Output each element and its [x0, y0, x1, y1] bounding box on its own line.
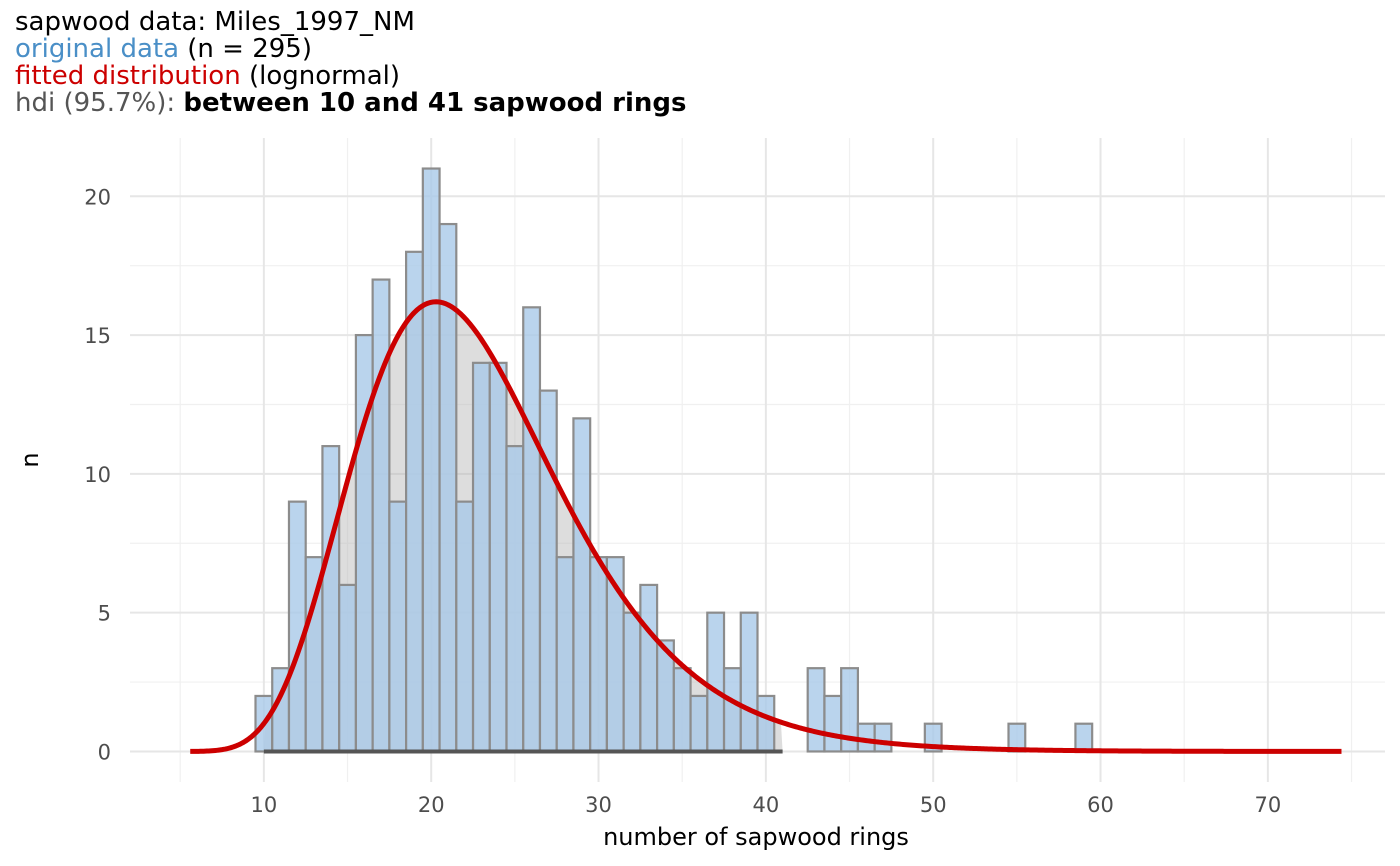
histogram-bar — [287, 500, 307, 753]
histogram-bar — [405, 250, 424, 753]
hdi-legend: hdi (95.7%): between 10 and 41 sapwood r… — [15, 88, 687, 118]
histogram-bar — [706, 611, 726, 753]
histogram-bar — [572, 417, 592, 753]
histogram-bar — [823, 694, 843, 753]
histogram-bar — [622, 611, 642, 753]
y-tick-label: 20 — [84, 185, 111, 209]
x-axis-title: number of sapwood rings — [603, 823, 909, 851]
histogram-bar — [806, 667, 826, 753]
histogram-bar — [522, 306, 542, 753]
chart-title: sapwood data: Miles_1997_NM — [15, 7, 415, 37]
chart-title-block: sapwood data: Miles_1997_NM original dat… — [15, 9, 686, 117]
x-tick-label: 50 — [920, 793, 947, 817]
histogram-bar — [672, 667, 692, 753]
histogram-bar — [722, 667, 742, 753]
histogram-bar — [555, 556, 575, 753]
histogram-bar — [338, 583, 357, 753]
histogram-bar — [388, 500, 408, 753]
fitted-curve-line — [189, 299, 1343, 754]
histogram-bar — [471, 361, 491, 753]
histogram-bar — [756, 694, 776, 753]
histogram-bar — [538, 389, 558, 753]
histogram-bar — [321, 445, 341, 753]
histogram-bar — [840, 667, 860, 753]
y-axis-ticks: 0 5 10 15 20 — [84, 185, 111, 764]
histogram-bar — [689, 694, 709, 753]
x-tick-label: 40 — [752, 793, 779, 817]
y-tick-label: 15 — [84, 324, 111, 348]
x-tick-label: 30 — [585, 793, 612, 817]
histogram-bar — [488, 361, 508, 753]
histogram-bar — [455, 500, 475, 753]
y-axis-title: n — [16, 452, 44, 467]
histogram-bar — [1074, 722, 1094, 753]
histogram-bar — [589, 556, 609, 753]
histogram-bar — [739, 611, 759, 753]
fitted-curve — [189, 299, 1343, 754]
histogram-bar — [371, 278, 391, 753]
x-tick-label: 20 — [418, 793, 445, 817]
x-axis-ticks: 10 20 30 40 50 60 70 — [250, 793, 1281, 817]
histogram-bar — [505, 445, 525, 753]
original-data-legend: original data (n = 295) — [15, 34, 312, 64]
histogram-bars — [254, 167, 1094, 753]
y-tick-label: 5 — [98, 602, 111, 626]
x-tick-label: 10 — [250, 793, 277, 817]
histogram-bar — [421, 167, 441, 753]
fitted-distribution-legend: fitted distribution (lognormal) — [15, 61, 400, 91]
histogram-bar — [639, 583, 659, 753]
y-tick-label: 0 — [98, 740, 111, 764]
x-tick-label: 60 — [1087, 793, 1114, 817]
histogram-bar — [873, 722, 893, 753]
y-tick-label: 10 — [84, 463, 111, 487]
x-tick-label: 70 — [1254, 793, 1281, 817]
